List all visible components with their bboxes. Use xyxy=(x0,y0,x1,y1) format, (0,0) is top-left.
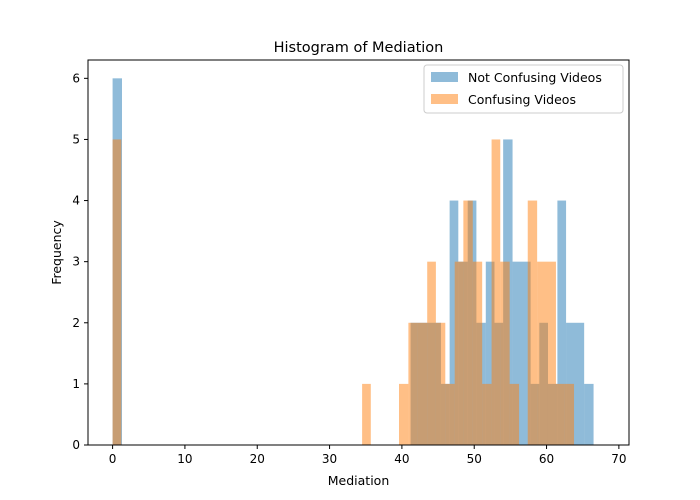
bar-series1-bin16 xyxy=(527,200,538,445)
bar-series1-bin0 xyxy=(112,139,122,445)
x-tick-label-1: 10 xyxy=(177,452,192,466)
x-tick-label-3: 30 xyxy=(322,452,337,466)
x-tick-label-5: 50 xyxy=(467,452,482,466)
x-axis-ticks: 0 10 20 30 40 50 60 70 xyxy=(109,445,627,466)
bar-series1-bin10 xyxy=(472,261,483,445)
plot-frame xyxy=(87,59,630,446)
bar-series1-bin11 xyxy=(482,383,492,445)
y-tick-label-3: 3 xyxy=(72,255,80,269)
bar-series0-bin14 xyxy=(557,200,567,445)
x-tick-label-7: 70 xyxy=(611,452,626,466)
bar-series1-bin13 xyxy=(500,261,510,445)
bar-series1-bin14 xyxy=(509,383,520,445)
x-tick-label-6: 60 xyxy=(539,452,554,466)
y-axis-label: Frequency xyxy=(49,220,64,285)
bar-series1-bin5 xyxy=(427,261,436,445)
histogram-bars xyxy=(112,78,594,445)
bar-series1-bin12 xyxy=(491,139,501,445)
bar-series1-bin4 xyxy=(417,322,428,445)
bar-series1-bin19 xyxy=(564,383,575,445)
y-tick-label-6: 6 xyxy=(72,71,80,85)
y-tick-label-0: 0 xyxy=(72,438,80,452)
chart-title: Histogram of Mediation xyxy=(274,40,444,56)
x-tick-label-4: 40 xyxy=(394,452,409,466)
legend-box xyxy=(423,64,624,114)
bar-series1-bin1 xyxy=(362,383,371,445)
legend-swatch-confusing xyxy=(431,94,458,104)
y-tick-label-5: 5 xyxy=(72,132,80,146)
y-axis-ticks: 0 1 2 3 4 5 6 xyxy=(72,71,88,452)
bar-series1-bin18 xyxy=(555,383,565,445)
x-axis-label: Mediation xyxy=(328,473,390,488)
y-tick-label-4: 4 xyxy=(72,194,80,208)
y-tick-label-2: 2 xyxy=(72,316,80,330)
legend-swatch-not-confusing xyxy=(431,72,458,82)
bar-series0-bin3 xyxy=(449,200,459,445)
bar-series0-bin7 xyxy=(485,261,495,445)
y-tick-label-1: 1 xyxy=(72,377,80,391)
legend-label-confusing: Confusing Videos xyxy=(468,92,576,107)
bar-series1-bin7 xyxy=(445,383,455,445)
legend: Not Confusing Videos Confusing Videos xyxy=(423,64,624,114)
bar-series1-bin6 xyxy=(435,322,446,445)
x-tick-label-0: 0 xyxy=(109,452,117,466)
bar-series0-bin16 xyxy=(584,383,594,445)
bar-series1-bin17 xyxy=(537,261,556,445)
bar-series1-bin2 xyxy=(399,383,409,445)
x-tick-label-2: 20 xyxy=(250,452,265,466)
bar-series1-bin9 xyxy=(463,200,473,445)
bar-series1-bin3 xyxy=(408,322,418,445)
bar-series1-bin8 xyxy=(454,261,464,445)
legend-label-not-confusing: Not Confusing Videos xyxy=(468,70,602,85)
